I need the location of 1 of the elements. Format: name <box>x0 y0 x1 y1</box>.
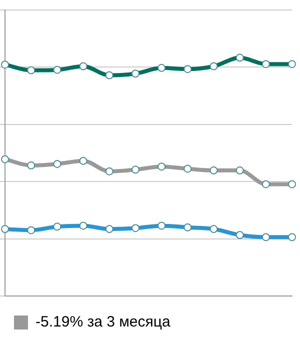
legend-label: -5.19% за 3 месяца <box>36 314 171 331</box>
